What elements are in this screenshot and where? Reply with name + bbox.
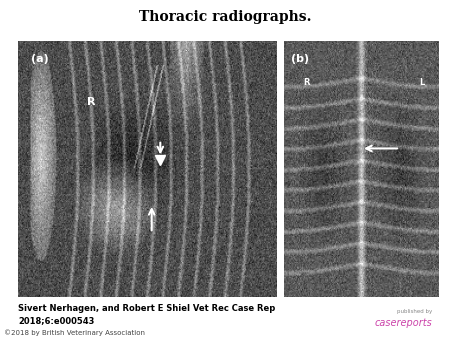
Text: L: L [419,78,425,87]
Text: R: R [303,78,310,87]
Text: Thoracic radiographs.: Thoracic radiographs. [139,10,311,24]
Text: R: R [87,97,95,107]
Text: casereports: casereports [374,318,432,328]
Text: (a): (a) [31,54,49,64]
Text: Sivert Nerhagen, and Robert E Shiel Vet Rec Case Rep: Sivert Nerhagen, and Robert E Shiel Vet … [18,304,275,313]
Text: ©2018 by British Veterinary Association: ©2018 by British Veterinary Association [4,330,145,336]
Text: published by: published by [397,309,432,314]
Text: 2018;6:e000543: 2018;6:e000543 [18,316,94,325]
Text: (b): (b) [291,54,310,64]
